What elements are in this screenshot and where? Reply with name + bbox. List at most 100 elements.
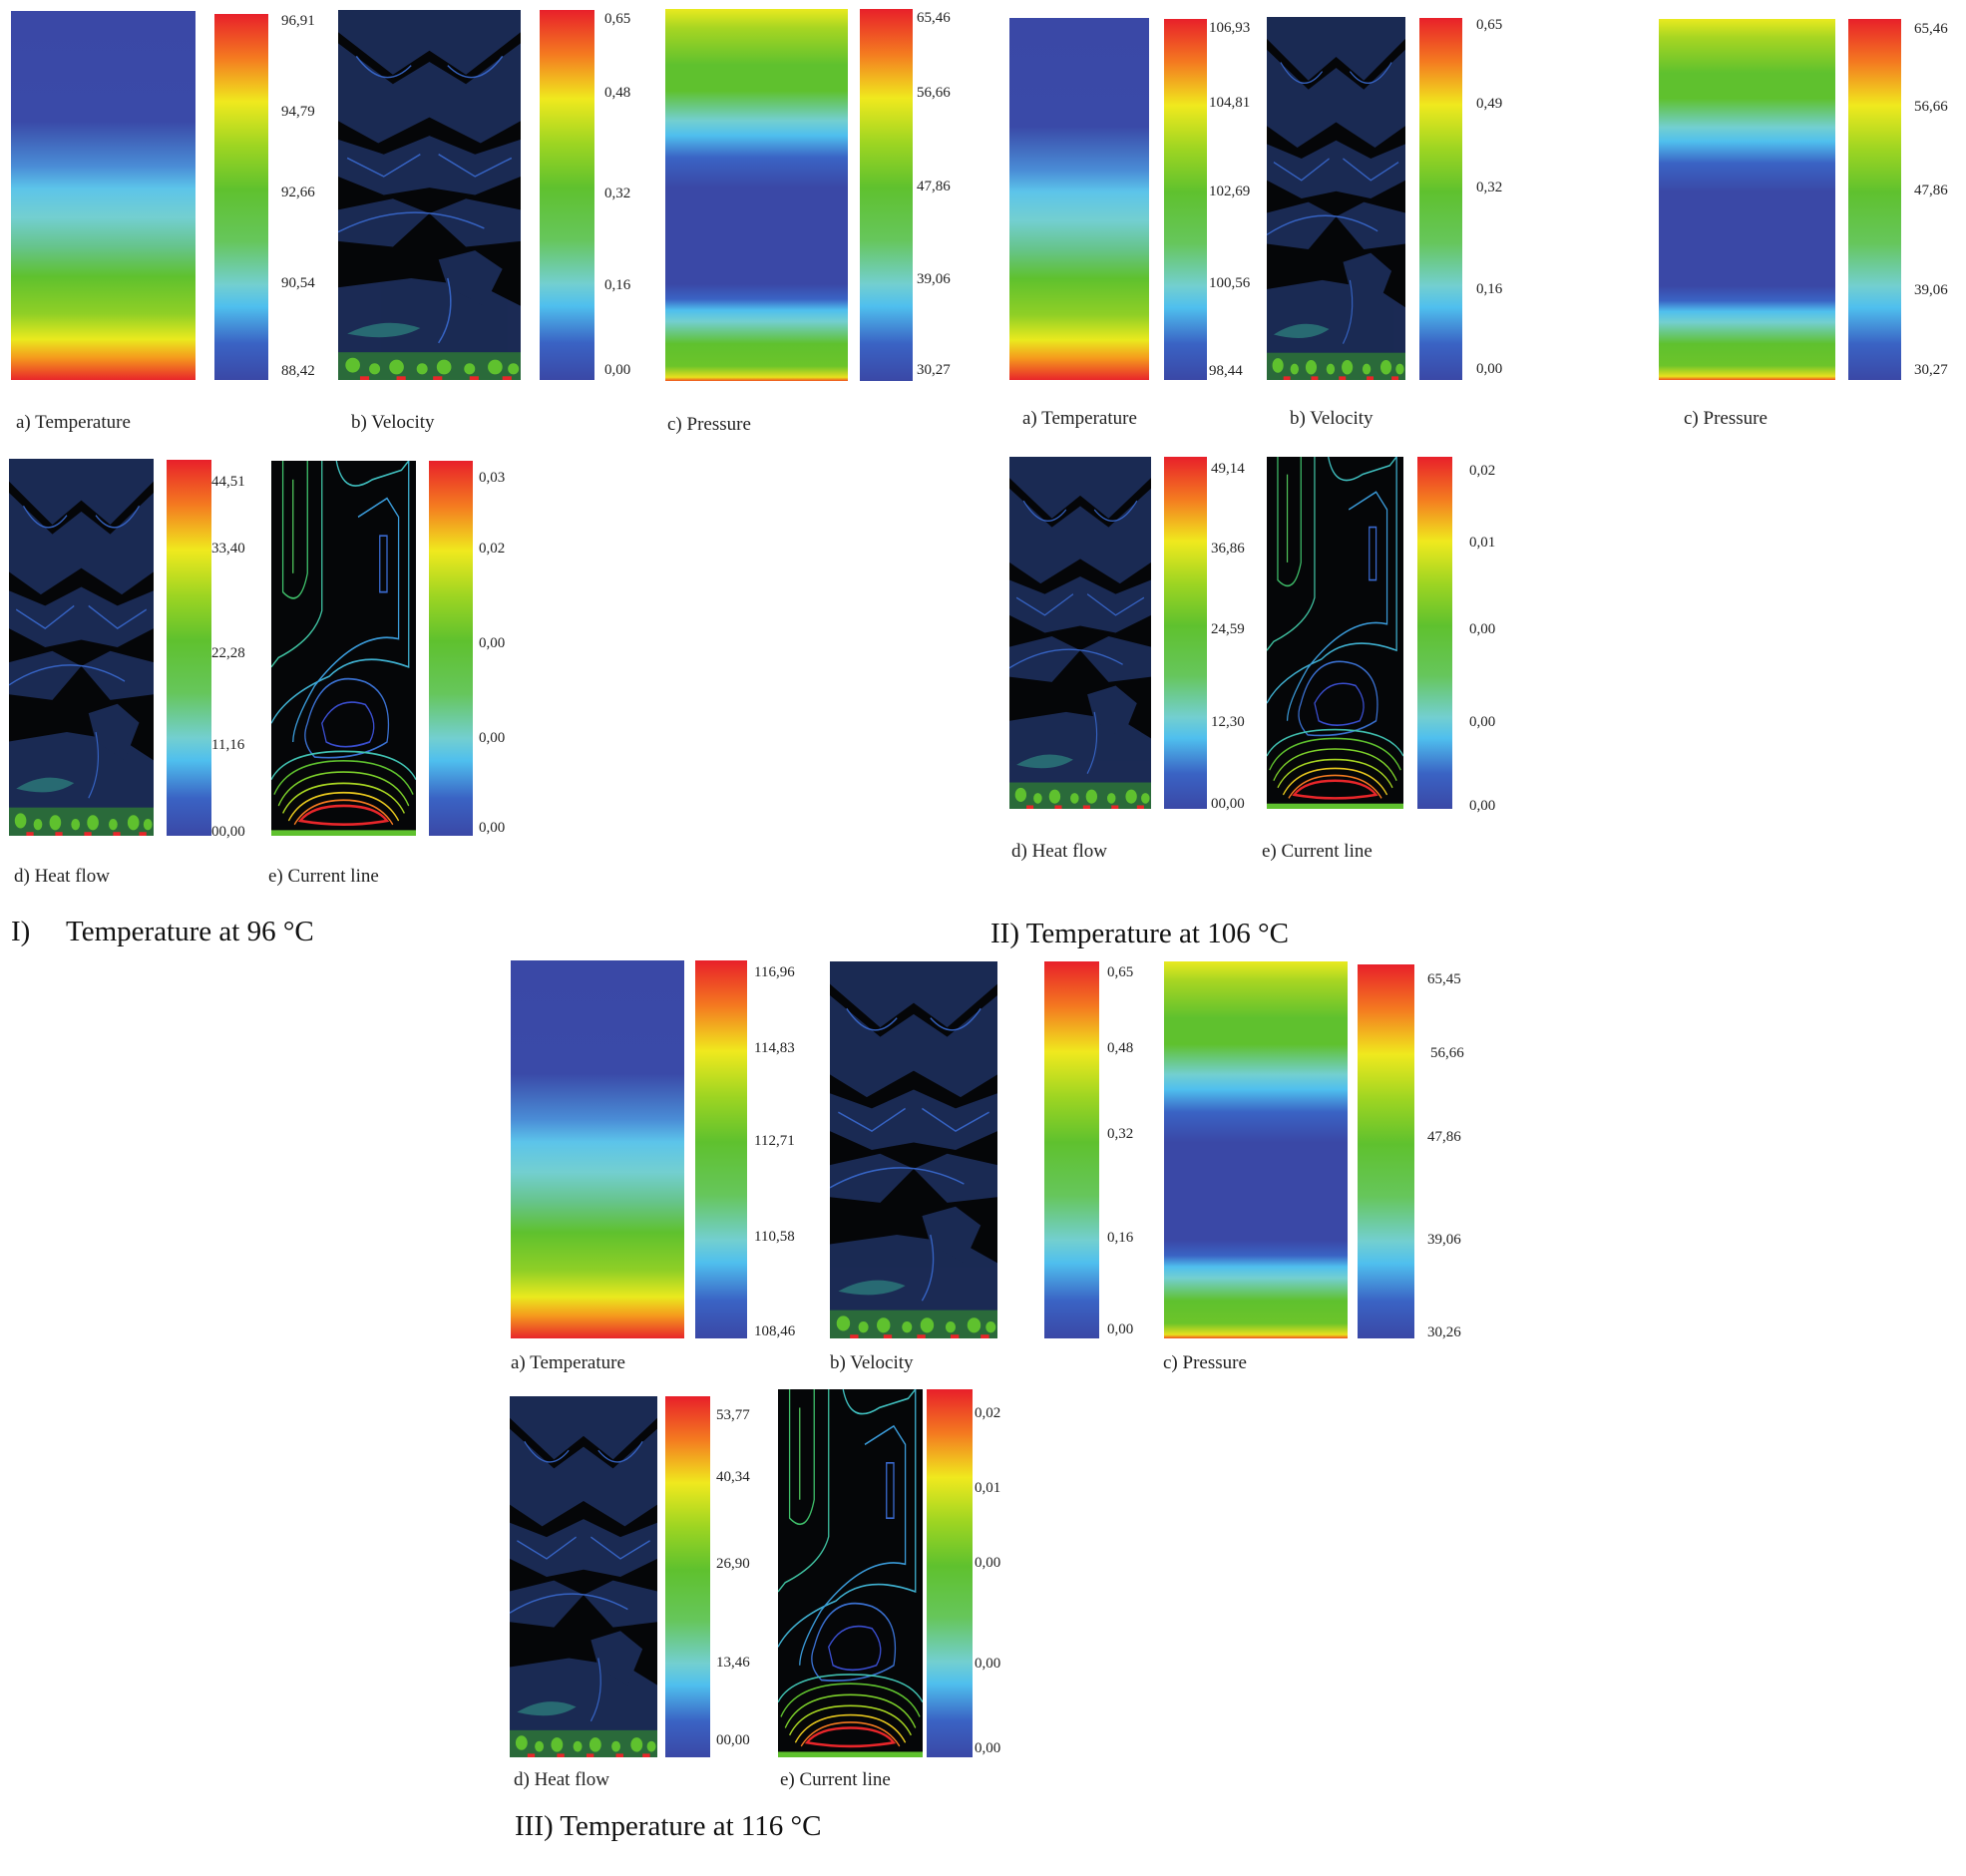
panel-caption: a) Temperature — [511, 1352, 625, 1373]
colorbar-tick: 94,79 — [281, 104, 315, 120]
colorbar-tick: 39,06 — [1914, 282, 1948, 298]
colorbar-tick: 0,00 — [479, 820, 506, 836]
panel-caption: b) Velocity — [1290, 408, 1374, 429]
colorbar-tick: 0,02 — [975, 1405, 1001, 1421]
colorbar-tick: 0,65 — [1476, 17, 1503, 33]
colorbar-tick: 100,56 — [1209, 275, 1251, 291]
panel-caption: c) Pressure — [1684, 408, 1768, 429]
current-line-field — [778, 1389, 923, 1757]
colorbar-tick: 49,14 — [1211, 461, 1245, 477]
colorbar-tick: 33,40 — [211, 541, 245, 557]
colorbar-tick: 0,00 — [604, 362, 631, 378]
colorbar-tick: 0,02 — [479, 541, 506, 557]
colorbar-tick: 110,58 — [754, 1229, 795, 1245]
colorbar-tick: 0,48 — [1107, 1040, 1134, 1056]
panel-caption: d) Heat flow — [514, 1769, 610, 1790]
velocity-field — [830, 961, 997, 1338]
colorbar-tick: 0,00 — [975, 1656, 1001, 1672]
pressure-field — [665, 9, 848, 381]
velocity-colorbar — [1419, 18, 1462, 380]
colorbar-tick: 102,69 — [1209, 184, 1251, 199]
temperature-colorbar — [214, 14, 268, 380]
heat-flow-colorbar — [665, 1396, 710, 1757]
colorbar-tick: 104,81 — [1209, 95, 1251, 111]
colorbar-tick: 47,86 — [1914, 183, 1948, 198]
colorbar-tick: 12,30 — [1211, 714, 1245, 730]
temperature-colorbar — [695, 960, 747, 1338]
pressure-colorbar — [1358, 964, 1414, 1338]
current-line-field — [271, 461, 416, 836]
colorbar-tick: 116,96 — [754, 964, 795, 980]
colorbar-tick: 00,00 — [716, 1732, 750, 1748]
colorbar-tick: 65,45 — [1427, 971, 1461, 987]
colorbar-tick: 0,16 — [604, 277, 631, 293]
current-line-colorbar — [927, 1389, 973, 1757]
panel-caption: a) Temperature — [1022, 408, 1137, 429]
panel-caption: c) Pressure — [667, 414, 751, 435]
panel-caption: e) Current line — [780, 1769, 891, 1790]
colorbar-tick: 39,06 — [1427, 1232, 1461, 1248]
colorbar-tick: 00,00 — [1211, 796, 1245, 812]
colorbar-tick: 0,01 — [975, 1480, 1001, 1496]
colorbar-tick: 30,26 — [1427, 1324, 1461, 1340]
heat-flow-colorbar — [167, 460, 211, 836]
colorbar-tick: 0,00 — [1469, 714, 1496, 730]
colorbar-tick: 65,46 — [917, 10, 951, 26]
colorbar-tick: 0,65 — [604, 11, 631, 27]
current-line-colorbar — [429, 461, 473, 836]
section-title: II) Temperature at 106 °C — [990, 918, 1289, 949]
temperature-colorbar — [1164, 19, 1207, 380]
temperature-field — [1009, 18, 1149, 380]
colorbar-tick: 53,77 — [716, 1407, 750, 1423]
heat-flow-colorbar — [1164, 457, 1207, 809]
colorbar-tick: 22,28 — [211, 645, 245, 661]
colorbar-tick: 0,32 — [1107, 1126, 1134, 1142]
colorbar-tick: 39,06 — [917, 271, 951, 287]
colorbar-tick: 0,48 — [604, 85, 631, 101]
colorbar-tick: 96,91 — [281, 13, 315, 29]
colorbar-tick: 47,86 — [1427, 1129, 1461, 1145]
colorbar-tick: 0,00 — [1476, 361, 1503, 377]
pressure-field — [1164, 961, 1348, 1338]
pressure-colorbar — [1848, 19, 1901, 380]
heat-flow-field — [510, 1396, 657, 1757]
pressure-colorbar — [860, 9, 913, 381]
colorbar-tick: 0,49 — [1476, 96, 1503, 112]
colorbar-tick: 36,86 — [1211, 541, 1245, 557]
colorbar-tick: 0,01 — [1469, 535, 1496, 551]
colorbar-tick: 00,00 — [211, 824, 245, 840]
colorbar-tick: 11,16 — [211, 737, 245, 753]
current-line-colorbar — [1417, 457, 1452, 809]
colorbar-tick: 56,66 — [1430, 1045, 1464, 1061]
colorbar-tick: 0,16 — [1476, 281, 1503, 297]
colorbar-tick: 0,00 — [975, 1740, 1001, 1756]
section-title: III) Temperature at 116 °C — [515, 1810, 822, 1842]
colorbar-tick: 0,16 — [1107, 1230, 1134, 1246]
current-line-field — [1267, 457, 1403, 809]
panel-caption: e) Current line — [1262, 841, 1373, 862]
colorbar-tick: 13,46 — [716, 1655, 750, 1671]
velocity-field — [338, 10, 521, 380]
section-title: I) Temperature at 96 °C — [11, 916, 314, 947]
temperature-field — [11, 11, 196, 380]
colorbar-tick: 0,00 — [479, 730, 506, 746]
colorbar-tick: 0,32 — [1476, 180, 1503, 195]
panel-caption: c) Pressure — [1163, 1352, 1247, 1373]
colorbar-tick: 112,71 — [754, 1133, 795, 1149]
colorbar-tick: 88,42 — [281, 363, 315, 379]
colorbar-tick: 90,54 — [281, 275, 315, 291]
panel-caption: d) Heat flow — [1011, 841, 1108, 862]
colorbar-tick: 98,44 — [1209, 363, 1243, 379]
panel-caption: a) Temperature — [16, 412, 131, 433]
colorbar-tick: 0,00 — [1469, 621, 1496, 637]
colorbar-tick: 44,51 — [211, 474, 245, 490]
colorbar-tick: 24,59 — [1211, 621, 1245, 637]
heat-flow-field — [9, 459, 154, 836]
colorbar-tick: 0,00 — [479, 635, 506, 651]
panel-caption: d) Heat flow — [14, 866, 111, 887]
colorbar-tick: 47,86 — [917, 179, 951, 194]
colorbar-tick: 106,93 — [1209, 20, 1251, 36]
colorbar-tick: 92,66 — [281, 185, 315, 200]
colorbar-tick: 30,27 — [917, 362, 951, 378]
colorbar-tick: 40,34 — [716, 1469, 750, 1485]
